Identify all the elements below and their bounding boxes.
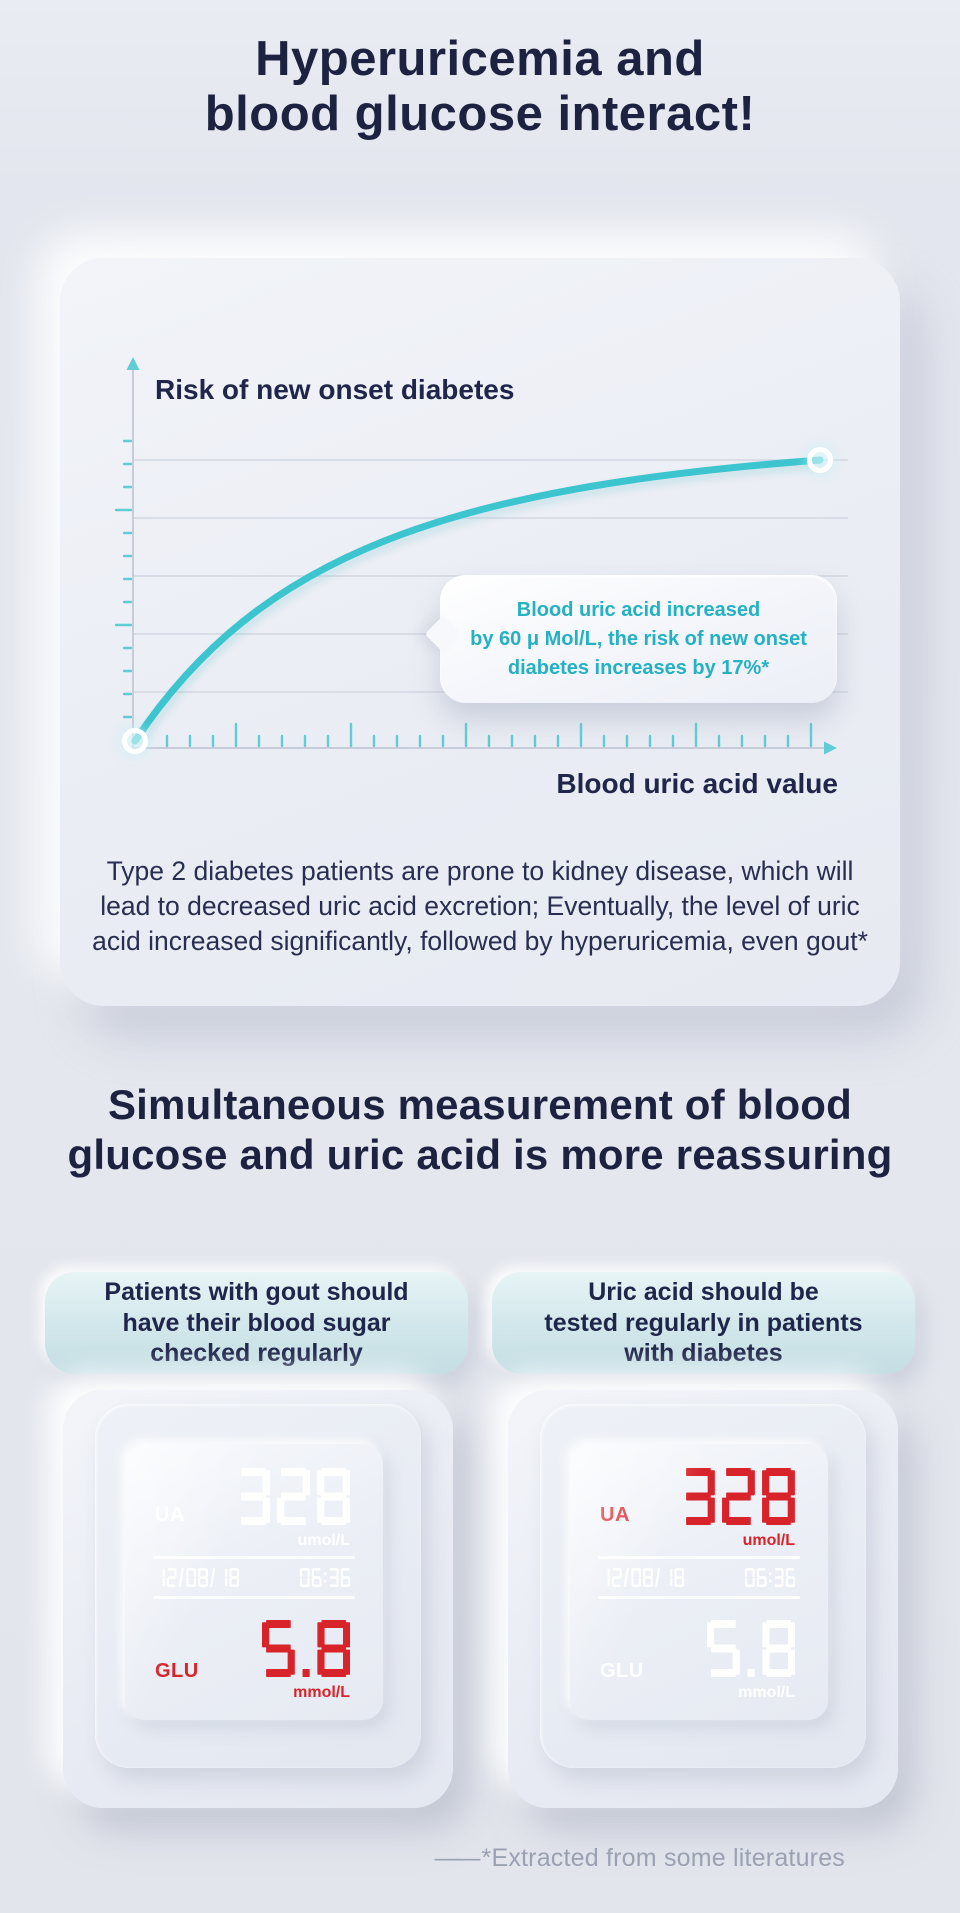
ua-label: UA bbox=[600, 1504, 630, 1526]
chart-paragraph: Type 2 diabetes patients are prone to ki… bbox=[92, 856, 868, 957]
glu-value-display bbox=[261, 1620, 350, 1677]
ua-unit: umol/L bbox=[742, 1532, 795, 1549]
pill-diabetes-patients: Uric acid should be tested regularly in … bbox=[492, 1272, 915, 1374]
screen-divider-top bbox=[153, 1556, 355, 1559]
curve-start-marker bbox=[122, 728, 148, 754]
footnote: —— *Extracted from some literatures bbox=[435, 1844, 845, 1873]
section-title: Simultaneous measurement of blood glucos… bbox=[67, 1081, 893, 1179]
risk-chart bbox=[114, 357, 848, 755]
date-display bbox=[600, 1568, 685, 1587]
chart-card: Risk of new onset diabetes Blood uric ac… bbox=[60, 258, 900, 1006]
glu-value-display bbox=[706, 1620, 795, 1677]
meter-face: UA umol/L GLU mmol/L bbox=[95, 1404, 421, 1768]
meter-card-gout: UA umol/L GLU mmol/L bbox=[63, 1390, 453, 1808]
meter-screen: UA umol/L GLU mmol/L bbox=[570, 1444, 828, 1720]
glu-unit: mmol/L bbox=[738, 1684, 795, 1701]
page-title: Hyperuricemia and blood glucose interact… bbox=[204, 32, 756, 141]
glu-label: GLU bbox=[155, 1660, 199, 1682]
glu-label: GLU bbox=[600, 1660, 644, 1682]
time-display bbox=[299, 1568, 350, 1587]
meter-screen: UA umol/L GLU mmol/L bbox=[125, 1444, 383, 1720]
ua-unit: umol/L bbox=[297, 1532, 350, 1549]
ua-value-display bbox=[682, 1468, 795, 1525]
pill-gout-patients: Patients with gout should have their blo… bbox=[45, 1272, 468, 1374]
y-axis-arrow-icon bbox=[126, 357, 140, 370]
screen-divider-bottom bbox=[598, 1596, 800, 1599]
glu-unit: mmol/L bbox=[293, 1684, 350, 1701]
meter-card-diabetes: UA umol/L GLU mmol/L bbox=[508, 1390, 898, 1808]
screen-divider-top bbox=[598, 1556, 800, 1559]
x-axis-label: Blood uric acid value bbox=[556, 768, 838, 799]
curve-end-marker bbox=[807, 447, 833, 473]
footnote-text: *Extracted from some literatures bbox=[481, 1844, 845, 1872]
ua-label: UA bbox=[155, 1504, 185, 1526]
meter-face: UA umol/L GLU mmol/L bbox=[540, 1404, 866, 1768]
x-axis-ticks bbox=[165, 722, 813, 748]
date-display bbox=[155, 1568, 240, 1587]
footnote-dash: —— bbox=[434, 1844, 481, 1872]
time-display bbox=[744, 1568, 795, 1587]
y-axis-ticks bbox=[114, 439, 133, 719]
risk-curve bbox=[131, 456, 824, 745]
ua-value-display bbox=[237, 1468, 350, 1525]
callout-bubble: Blood uric acid increased by 60 μ Mol/L,… bbox=[440, 575, 837, 703]
x-axis-arrow-icon bbox=[824, 741, 837, 755]
screen-divider-bottom bbox=[153, 1596, 355, 1599]
y-axis-label: Risk of new onset diabetes bbox=[155, 374, 515, 405]
